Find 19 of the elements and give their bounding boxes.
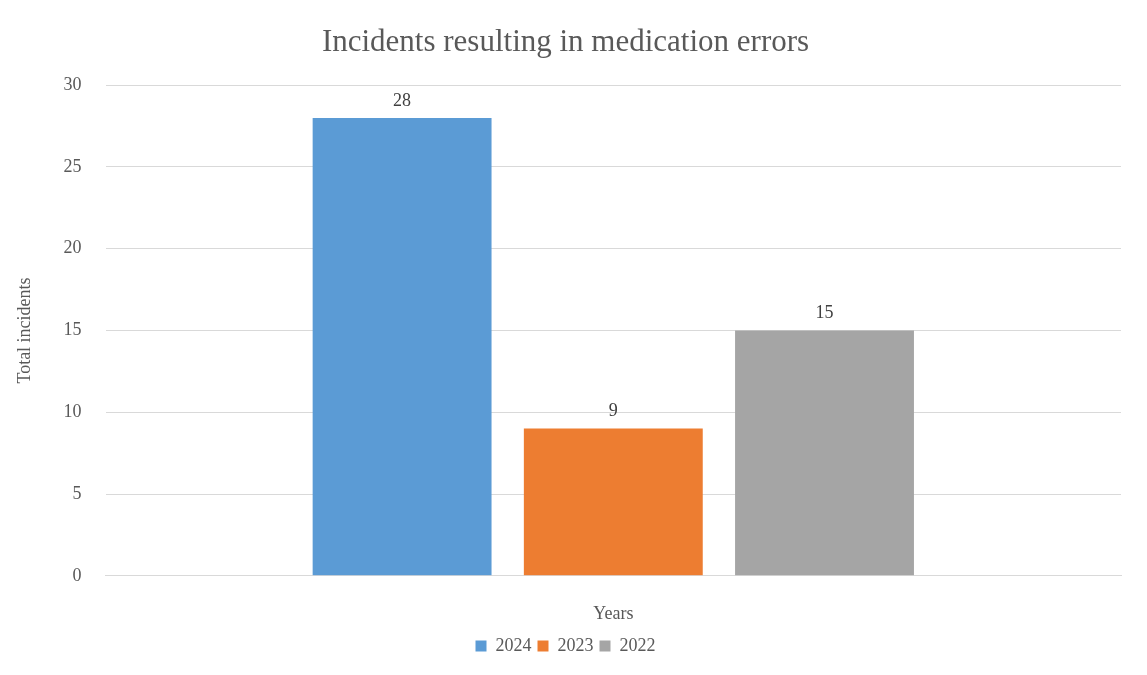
- data-label: 15: [815, 302, 834, 323]
- y-tick-label: 10: [63, 401, 82, 421]
- chart-title: Incidents resulting in medication errors: [321, 22, 810, 58]
- legend-label: 2023: [557, 634, 594, 655]
- y-axis-title: Total incidents: [13, 277, 34, 384]
- y-tick-label: 20: [63, 237, 82, 258]
- y-tick-label: 0: [72, 564, 82, 585]
- y-tick-label: 30: [63, 73, 82, 94]
- y-tick-label: 15: [63, 319, 82, 340]
- legend-label: 2024: [495, 634, 532, 655]
- bar: [735, 330, 914, 576]
- data-label: 9: [608, 400, 618, 421]
- x-axis-title: Years: [593, 602, 634, 623]
- data-label: 28: [393, 89, 412, 110]
- y-tick-label: 5: [72, 482, 82, 503]
- bar: [312, 117, 492, 576]
- legend-label: 2022: [619, 634, 656, 655]
- y-tick-label: 25: [63, 155, 82, 176]
- bar: [523, 428, 703, 576]
